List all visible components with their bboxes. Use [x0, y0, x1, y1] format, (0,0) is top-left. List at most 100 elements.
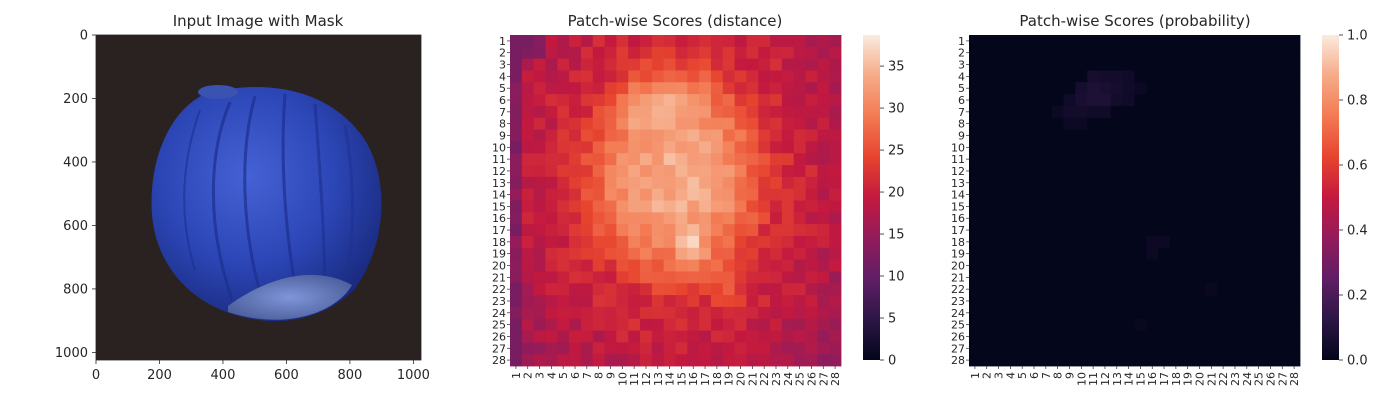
heatmap-cell — [569, 271, 582, 284]
heatmap-cell — [1193, 247, 1206, 261]
heatmap-cell — [1004, 94, 1017, 107]
heatmap-cell — [1169, 212, 1183, 225]
heatmap-cell — [628, 271, 641, 284]
heatmap-cell — [969, 306, 982, 320]
heatmap-cell — [640, 129, 653, 142]
y-tick-label: 19 — [492, 248, 506, 261]
x-tick-label: 7 — [581, 372, 594, 379]
heatmap-cell — [710, 176, 724, 190]
heatmap-cell — [710, 295, 724, 308]
heatmap-cell — [1028, 318, 1041, 331]
heatmap-cell — [651, 129, 665, 142]
heatmap-cell — [1122, 82, 1135, 95]
heatmap-cell — [1158, 176, 1171, 190]
heatmap-cell — [533, 82, 546, 95]
heatmap-cell — [604, 212, 617, 225]
heatmap-cell — [1134, 259, 1147, 272]
heatmap-cell — [1075, 117, 1088, 130]
heatmap-cell — [722, 117, 736, 130]
heatmap-cell — [1169, 153, 1183, 166]
heatmap-cell — [510, 153, 523, 166]
heatmap-cell — [1169, 306, 1183, 320]
heatmap-cell — [580, 46, 594, 60]
heatmap-cell — [533, 212, 546, 225]
heatmap-cell — [1169, 295, 1183, 308]
heatmap-cell — [1004, 342, 1017, 355]
x-tick-label: 10 — [1075, 372, 1088, 386]
heatmap-cell — [817, 295, 830, 308]
heatmap-cell — [722, 105, 736, 119]
heatmap-cell — [1240, 82, 1254, 95]
heatmap-cell — [980, 94, 994, 107]
heatmap-cell — [1087, 117, 1100, 130]
heatmap-cell — [675, 235, 688, 249]
heatmap-cell — [1004, 306, 1017, 320]
heatmap-cell — [980, 235, 994, 249]
heatmap-cell — [1075, 105, 1088, 119]
heatmap-cell — [1276, 35, 1289, 48]
heatmap-cell — [1087, 94, 1100, 107]
heatmap-cell — [1099, 259, 1112, 272]
heatmap-cell — [734, 224, 747, 237]
heatmap-cell — [1205, 165, 1218, 178]
heatmap-cell — [604, 46, 617, 60]
heatmap-cell — [1087, 200, 1100, 213]
heatmap-cell — [521, 105, 535, 119]
heatmap-cell — [521, 70, 535, 83]
x-tick-label: 26 — [805, 372, 818, 386]
heatmap-cell — [699, 200, 712, 213]
heatmap-cell — [710, 82, 724, 95]
heatmap-cell — [628, 46, 641, 60]
heatmap-cell — [545, 165, 558, 178]
heatmap-cell — [569, 141, 582, 154]
heatmap-cell — [1158, 330, 1171, 343]
heatmap-cell — [1051, 306, 1064, 320]
heatmap-cell — [969, 224, 982, 237]
heatmap-cell — [545, 141, 558, 154]
heatmap-cell — [1028, 176, 1041, 190]
heatmap-cell — [1028, 212, 1041, 225]
heatmap-cell — [604, 283, 617, 296]
heatmap-cell — [1039, 46, 1053, 60]
y-tick-label: 8 — [958, 118, 965, 131]
heatmap-cell — [1087, 283, 1100, 296]
heatmap-cell — [1028, 342, 1041, 355]
heatmap-cell — [969, 200, 982, 213]
heatmap-cell — [1169, 318, 1183, 331]
heatmap-cell — [675, 105, 688, 119]
x-tick-label: 28 — [1288, 372, 1301, 386]
heatmap-cell — [1063, 141, 1076, 154]
heatmap-cell — [817, 212, 830, 225]
heatmap-cell — [663, 212, 676, 225]
heatmap-cell — [687, 46, 700, 60]
y-tick-label: 2 — [958, 47, 965, 60]
heatmap-cell — [1122, 342, 1135, 355]
x-tick-label: 18 — [711, 372, 724, 386]
heatmap-cell — [1122, 129, 1135, 142]
heatmap-cell — [521, 271, 535, 284]
heatmap-cell — [1134, 70, 1147, 83]
heatmap-cell — [1016, 295, 1029, 308]
heatmap-cell — [1063, 342, 1076, 355]
heatmap-cell — [1110, 330, 1124, 343]
x-tick-label: 24 — [1241, 372, 1254, 386]
heatmap-cell — [829, 35, 842, 48]
heatmap-cell — [1146, 165, 1159, 178]
heatmap-cell — [1217, 342, 1230, 355]
x-tick-label: 23 — [1229, 372, 1242, 386]
heatmap-cell — [1288, 141, 1301, 154]
heatmap-cell — [1252, 82, 1265, 95]
heatmap-cell — [1087, 247, 1100, 261]
heatmap-cell — [770, 70, 783, 83]
heatmap-cell — [663, 82, 676, 95]
heatmap-cell — [1288, 330, 1301, 343]
heatmap-cell — [616, 153, 629, 166]
heatmap-cell — [817, 153, 830, 166]
heatmap-cell — [557, 200, 570, 213]
heatmap-cell — [969, 354, 982, 367]
heatmap-cell — [1288, 35, 1301, 48]
heatmap-cell — [992, 342, 1005, 355]
heatmap-cell — [980, 70, 994, 83]
heatmap-cell — [1087, 306, 1100, 320]
heatmap-cell — [1028, 94, 1041, 107]
